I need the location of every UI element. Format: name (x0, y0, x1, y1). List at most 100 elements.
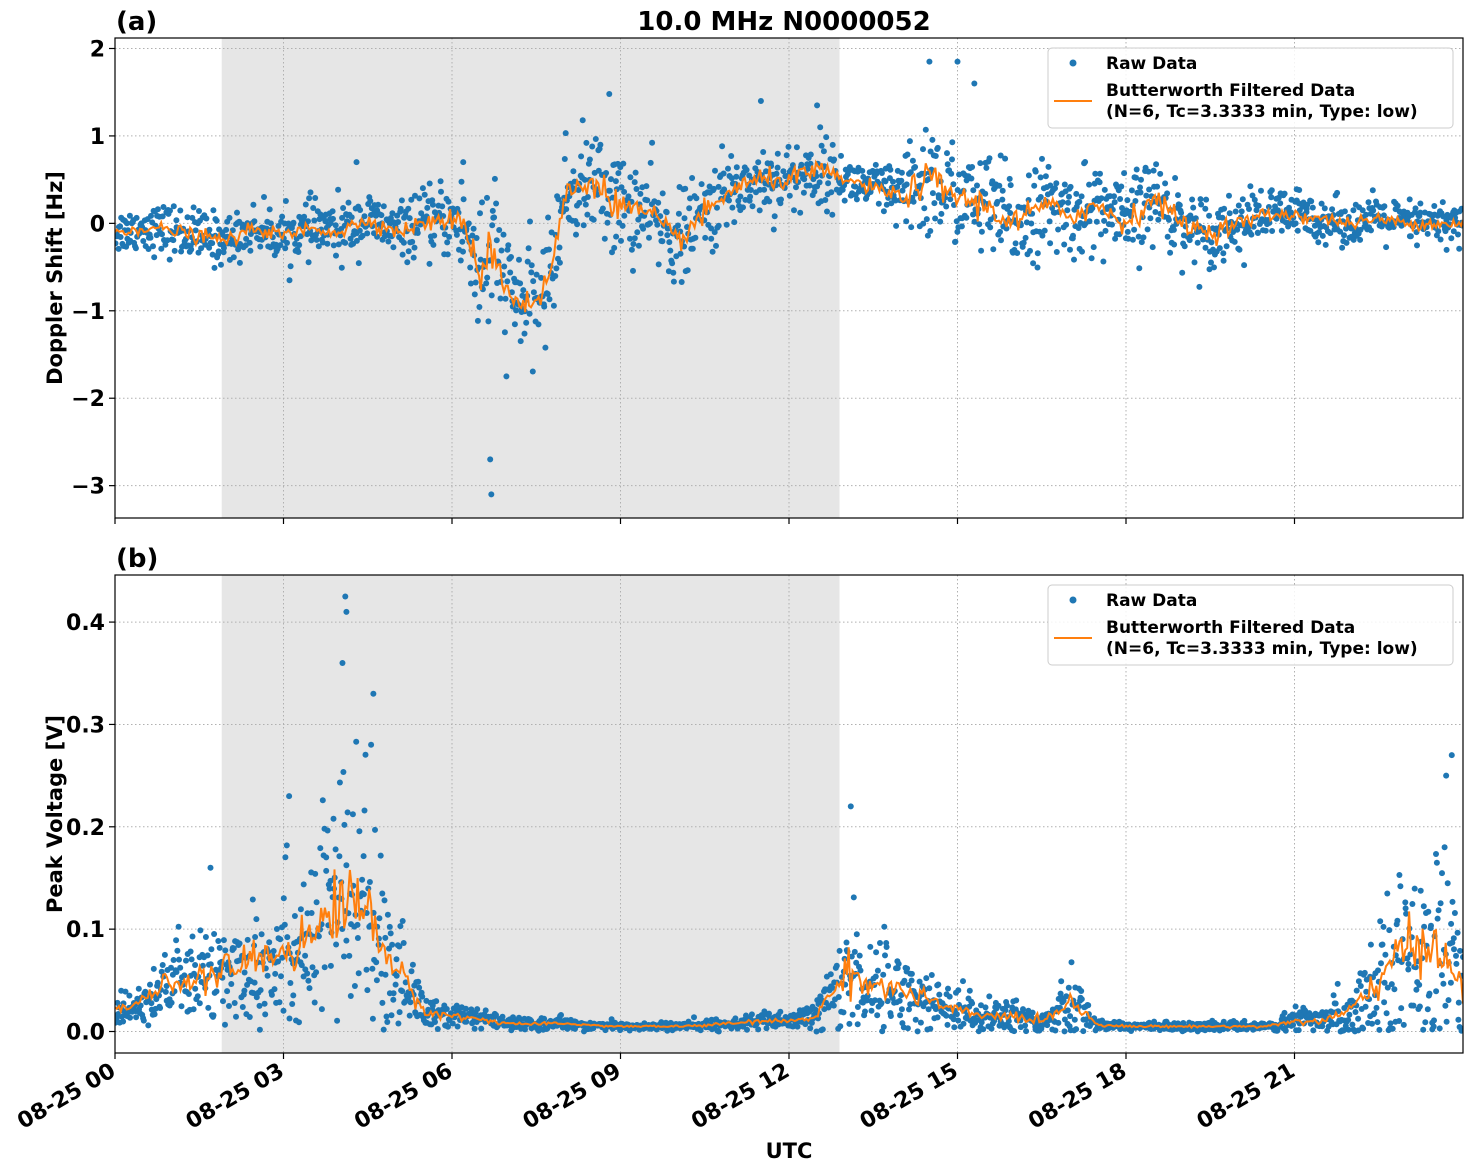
raw-data-point (712, 167, 718, 174)
raw-data-point (1170, 226, 1177, 233)
raw-data-point (766, 1010, 772, 1017)
raw-data-point (478, 1025, 485, 1032)
raw-data-point (1190, 204, 1197, 211)
raw-data-point (147, 234, 154, 241)
legend-marker-raw (1069, 596, 1077, 604)
raw-data-point (317, 845, 324, 852)
y-tick-label: 0.2 (66, 816, 105, 841)
raw-data-point (689, 245, 696, 252)
raw-data-point (1403, 910, 1410, 917)
raw-data-point (356, 227, 363, 234)
raw-data-point (903, 218, 910, 225)
raw-data-point (1155, 216, 1162, 223)
raw-data-point (177, 207, 184, 214)
raw-data-point (1135, 233, 1142, 240)
raw-data-point (944, 1021, 951, 1028)
raw-data-point (159, 231, 165, 238)
raw-data-point (185, 991, 192, 997)
raw-data-point (1078, 996, 1085, 1003)
raw-data-point (949, 156, 955, 163)
raw-data-point (1004, 1002, 1010, 1009)
raw-data-point (145, 1022, 152, 1029)
raw-data-point (402, 998, 409, 1005)
raw-data-point (140, 1017, 147, 1024)
raw-data-point (257, 987, 264, 994)
raw-data-point (1407, 233, 1414, 240)
raw-data-point (1309, 204, 1316, 211)
raw-data-point (982, 190, 989, 197)
raw-data-point (177, 964, 184, 971)
raw-data-point (517, 338, 524, 345)
raw-data-point (708, 225, 715, 232)
raw-data-point (1448, 920, 1455, 927)
raw-data-point (925, 1006, 932, 1013)
raw-data-point (1337, 228, 1344, 235)
raw-data-point (399, 251, 406, 258)
raw-data-point (829, 141, 836, 148)
raw-data-point (117, 223, 124, 230)
raw-data-point (154, 206, 161, 213)
raw-data-point (1448, 235, 1455, 242)
raw-data-point (1316, 229, 1322, 236)
raw-data-point (1085, 1002, 1092, 1009)
raw-data-point (291, 913, 298, 919)
raw-data-point (906, 1006, 912, 1013)
raw-data-point (646, 234, 652, 241)
raw-data-point (484, 194, 490, 201)
raw-data-point (286, 793, 293, 800)
raw-data-point (1121, 170, 1128, 177)
raw-data-point (833, 962, 840, 969)
raw-data-point (334, 1017, 341, 1024)
raw-data-point (346, 952, 353, 959)
raw-data-point (806, 182, 813, 189)
raw-data-point (1061, 1016, 1068, 1023)
raw-data-point (312, 870, 319, 877)
raw-data-point (603, 170, 610, 176)
raw-data-point (341, 953, 347, 960)
raw-data-point (161, 951, 168, 958)
raw-data-point (1262, 227, 1269, 234)
raw-data-point (998, 237, 1004, 244)
raw-data-point (338, 264, 345, 271)
raw-data-point (1092, 170, 1099, 177)
raw-data-point (187, 948, 194, 955)
raw-data-point (335, 241, 342, 248)
raw-data-point (445, 198, 452, 205)
raw-data-point (1377, 918, 1384, 925)
raw-data-point (308, 910, 315, 916)
raw-data-point (1140, 234, 1147, 241)
raw-data-point (692, 234, 699, 241)
raw-data-point (978, 247, 985, 254)
raw-data-point (1082, 159, 1089, 165)
raw-data-point (330, 215, 336, 222)
raw-data-point (333, 941, 340, 948)
raw-data-point (389, 210, 396, 217)
raw-data-point (276, 999, 283, 1006)
raw-data-point (220, 998, 226, 1005)
raw-data-point (1203, 196, 1210, 203)
raw-data-point (807, 151, 814, 158)
raw-data-point (406, 1012, 413, 1019)
raw-data-point (431, 232, 438, 239)
raw-data-point (948, 170, 955, 177)
raw-data-point (270, 948, 277, 954)
raw-data-point (353, 237, 360, 244)
raw-data-point (935, 981, 942, 988)
raw-data-point (449, 1020, 456, 1027)
raw-data-point (1282, 1027, 1289, 1034)
raw-data-point (287, 980, 294, 986)
raw-data-point (1369, 1020, 1375, 1027)
raw-data-point (215, 938, 222, 944)
raw-data-point (323, 854, 330, 861)
raw-data-point (467, 264, 474, 271)
raw-data-point (883, 944, 890, 950)
raw-data-point (319, 797, 326, 804)
raw-data-point (1431, 203, 1438, 209)
raw-data-point (657, 230, 664, 237)
raw-data-point (556, 259, 563, 266)
raw-data-point (426, 260, 433, 267)
raw-data-point (663, 209, 670, 216)
raw-data-point (213, 988, 220, 995)
raw-data-point (271, 986, 278, 993)
raw-data-point (1253, 207, 1260, 214)
